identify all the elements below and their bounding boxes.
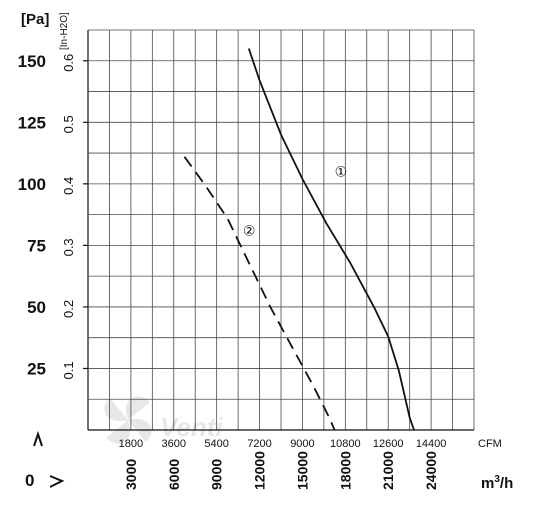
fan-blade-icon bbox=[104, 396, 152, 444]
x-unit-cfm: CFM bbox=[478, 438, 502, 450]
x-tick-m3h: 6000 bbox=[166, 459, 182, 490]
y-tick-inh2o: 0.3 bbox=[61, 238, 76, 256]
x-tick-cfm: 12600 bbox=[373, 438, 404, 450]
y-tick-pa: 50 bbox=[27, 298, 46, 317]
y-tick-inh2o: 0.2 bbox=[61, 300, 76, 318]
series-label-2: ② bbox=[243, 224, 256, 240]
x-tick-cfm: 9000 bbox=[290, 438, 314, 450]
y-tick-pa: 25 bbox=[27, 359, 46, 378]
x-tick-m3h: 24000 bbox=[423, 451, 439, 490]
y-tick-pa: 125 bbox=[18, 113, 46, 132]
x-axis-ticks: 1800 3600 5400 7200 9000 10800 12600 14400 3000 6… bbox=[119, 438, 447, 490]
x-tick-m3h: 18000 bbox=[337, 451, 353, 490]
y-tick-inh2o: 0.5 bbox=[61, 115, 76, 133]
y-tick-inh2o: 0.1 bbox=[61, 361, 76, 379]
series-label-1: ① bbox=[335, 164, 348, 180]
origin-label: 0 bbox=[25, 471, 34, 490]
series-line-1 bbox=[247, 48, 415, 431]
watermark-text: Venti bbox=[160, 412, 223, 442]
y-unit-inh2o: [In-H2O] bbox=[59, 12, 70, 50]
x-tick-cfm: 5400 bbox=[204, 438, 228, 450]
x-tick-m3h: 15000 bbox=[294, 451, 310, 490]
y-tick-pa: 100 bbox=[18, 175, 46, 194]
y-tick-inh2o: 0.6 bbox=[61, 54, 76, 72]
x-tick-cfm: 14400 bbox=[416, 438, 447, 450]
x-tick-cfm: 1800 bbox=[119, 438, 143, 450]
y-tick-pa: 150 bbox=[18, 52, 46, 71]
watermark-logo: Venti bbox=[104, 396, 223, 444]
x-tick-m3h: 12000 bbox=[252, 451, 268, 490]
y-tick-inh2o: 0.4 bbox=[61, 177, 76, 195]
x-tick-cfm: 7200 bbox=[247, 438, 271, 450]
origin-arrows bbox=[33, 430, 65, 488]
x-unit-m3h: m3/h bbox=[481, 474, 513, 492]
x-tick-m3h: 9000 bbox=[209, 459, 225, 490]
curves: ①② bbox=[183, 48, 415, 431]
y-unit-pa: [Pa] bbox=[21, 11, 49, 28]
y-axis-ticks: 25 50 75 100 125 150 0.1 0.2 0.3 0.4 0.5 0.6 bbox=[18, 52, 88, 380]
x-tick-cfm: 3600 bbox=[162, 438, 186, 450]
x-tick-cfm: 10800 bbox=[330, 438, 361, 450]
series-line-2 bbox=[183, 156, 336, 431]
x-tick-m3h: 21000 bbox=[380, 451, 396, 490]
plot-grid bbox=[87, 29, 475, 431]
x-tick-m3h: 3000 bbox=[123, 459, 139, 490]
y-tick-pa: 75 bbox=[27, 236, 46, 255]
